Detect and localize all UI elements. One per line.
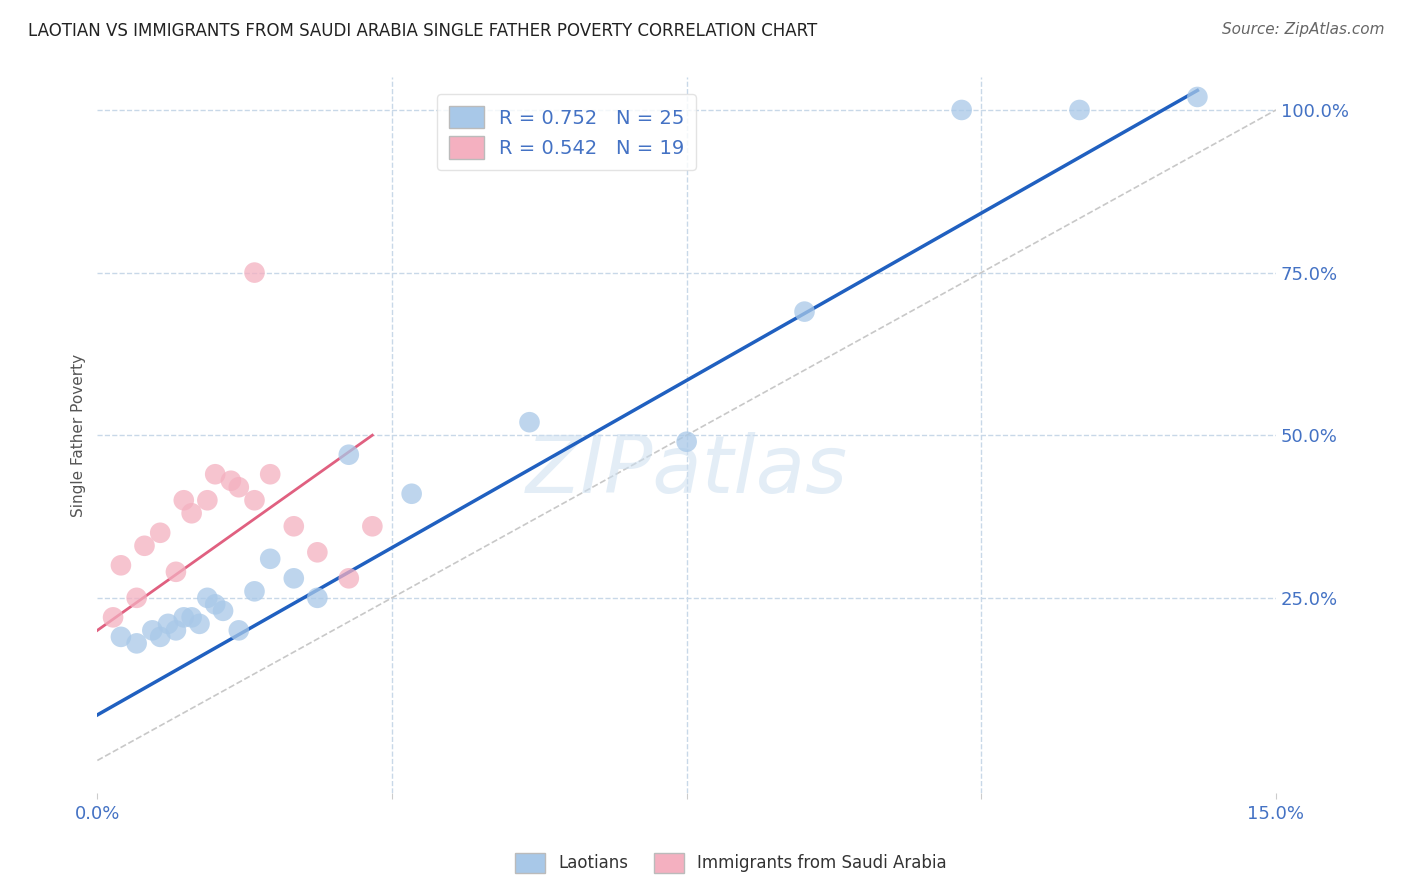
Point — [110, 630, 132, 644]
Point — [228, 480, 250, 494]
Point — [337, 448, 360, 462]
Point — [1187, 90, 1209, 104]
Point — [283, 571, 305, 585]
Point — [212, 604, 235, 618]
Point — [195, 493, 218, 508]
Point — [125, 636, 148, 650]
Point — [228, 624, 250, 638]
Point — [125, 591, 148, 605]
Text: Source: ZipAtlas.com: Source: ZipAtlas.com — [1222, 22, 1385, 37]
Point — [793, 304, 815, 318]
Point — [361, 519, 384, 533]
Point — [165, 565, 187, 579]
Point — [307, 591, 329, 605]
Point — [243, 266, 266, 280]
Point — [204, 598, 226, 612]
Point — [141, 624, 163, 638]
Point — [307, 545, 329, 559]
Point — [195, 591, 218, 605]
Point — [173, 610, 195, 624]
Point — [283, 519, 305, 533]
Legend: Laotians, Immigrants from Saudi Arabia: Laotians, Immigrants from Saudi Arabia — [509, 847, 953, 880]
Legend: R = 0.752   N = 25, R = 0.542   N = 19: R = 0.752 N = 25, R = 0.542 N = 19 — [437, 95, 696, 170]
Point — [243, 584, 266, 599]
Point — [134, 539, 156, 553]
Point — [243, 493, 266, 508]
Point — [149, 630, 172, 644]
Point — [1069, 103, 1091, 117]
Point — [149, 525, 172, 540]
Text: LAOTIAN VS IMMIGRANTS FROM SAUDI ARABIA SINGLE FATHER POVERTY CORRELATION CHART: LAOTIAN VS IMMIGRANTS FROM SAUDI ARABIA … — [28, 22, 817, 40]
Point — [519, 415, 541, 429]
Point — [180, 610, 202, 624]
Point — [259, 551, 281, 566]
Point — [219, 474, 242, 488]
Point — [165, 624, 187, 638]
Point — [188, 616, 211, 631]
Point — [401, 487, 423, 501]
Point — [675, 434, 697, 449]
Point — [101, 610, 124, 624]
Point — [173, 493, 195, 508]
Point — [110, 558, 132, 573]
Point — [204, 467, 226, 482]
Point — [180, 506, 202, 520]
Point — [157, 616, 180, 631]
Point — [337, 571, 360, 585]
Y-axis label: Single Father Poverty: Single Father Poverty — [72, 353, 86, 516]
Text: ZIPatlas: ZIPatlas — [526, 432, 848, 510]
Point — [950, 103, 973, 117]
Point — [259, 467, 281, 482]
